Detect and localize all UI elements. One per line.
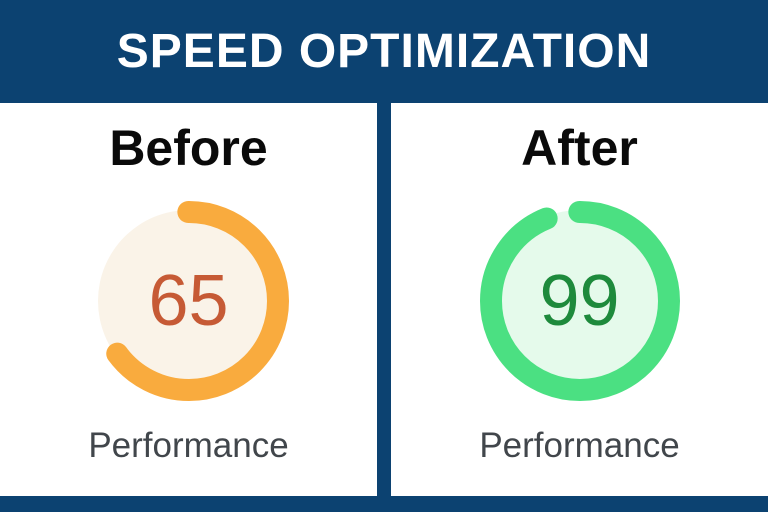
- after-panel: After 99 Performance: [391, 103, 768, 496]
- before-metric-label: Performance: [88, 426, 289, 465]
- page-title: SPEED OPTIMIZATION: [116, 24, 652, 78]
- before-heading: Before: [109, 120, 268, 176]
- before-score-value: 65: [148, 261, 229, 341]
- after-metric-label: Performance: [479, 426, 680, 465]
- gauge-ring-icon: [88, 201, 289, 401]
- after-score-value: 99: [539, 261, 620, 341]
- comparison-panels: Before 65 Performance After 99 Performan…: [0, 103, 768, 496]
- before-panel: Before 65 Performance: [0, 103, 377, 496]
- after-heading: After: [521, 120, 638, 176]
- footer-strip: [0, 496, 768, 512]
- header-banner: SPEED OPTIMIZATION: [0, 0, 768, 103]
- performance-gauge-after: 99: [479, 201, 680, 401]
- performance-gauge-before: 65: [88, 201, 289, 401]
- gauge-ring-icon: [479, 201, 680, 401]
